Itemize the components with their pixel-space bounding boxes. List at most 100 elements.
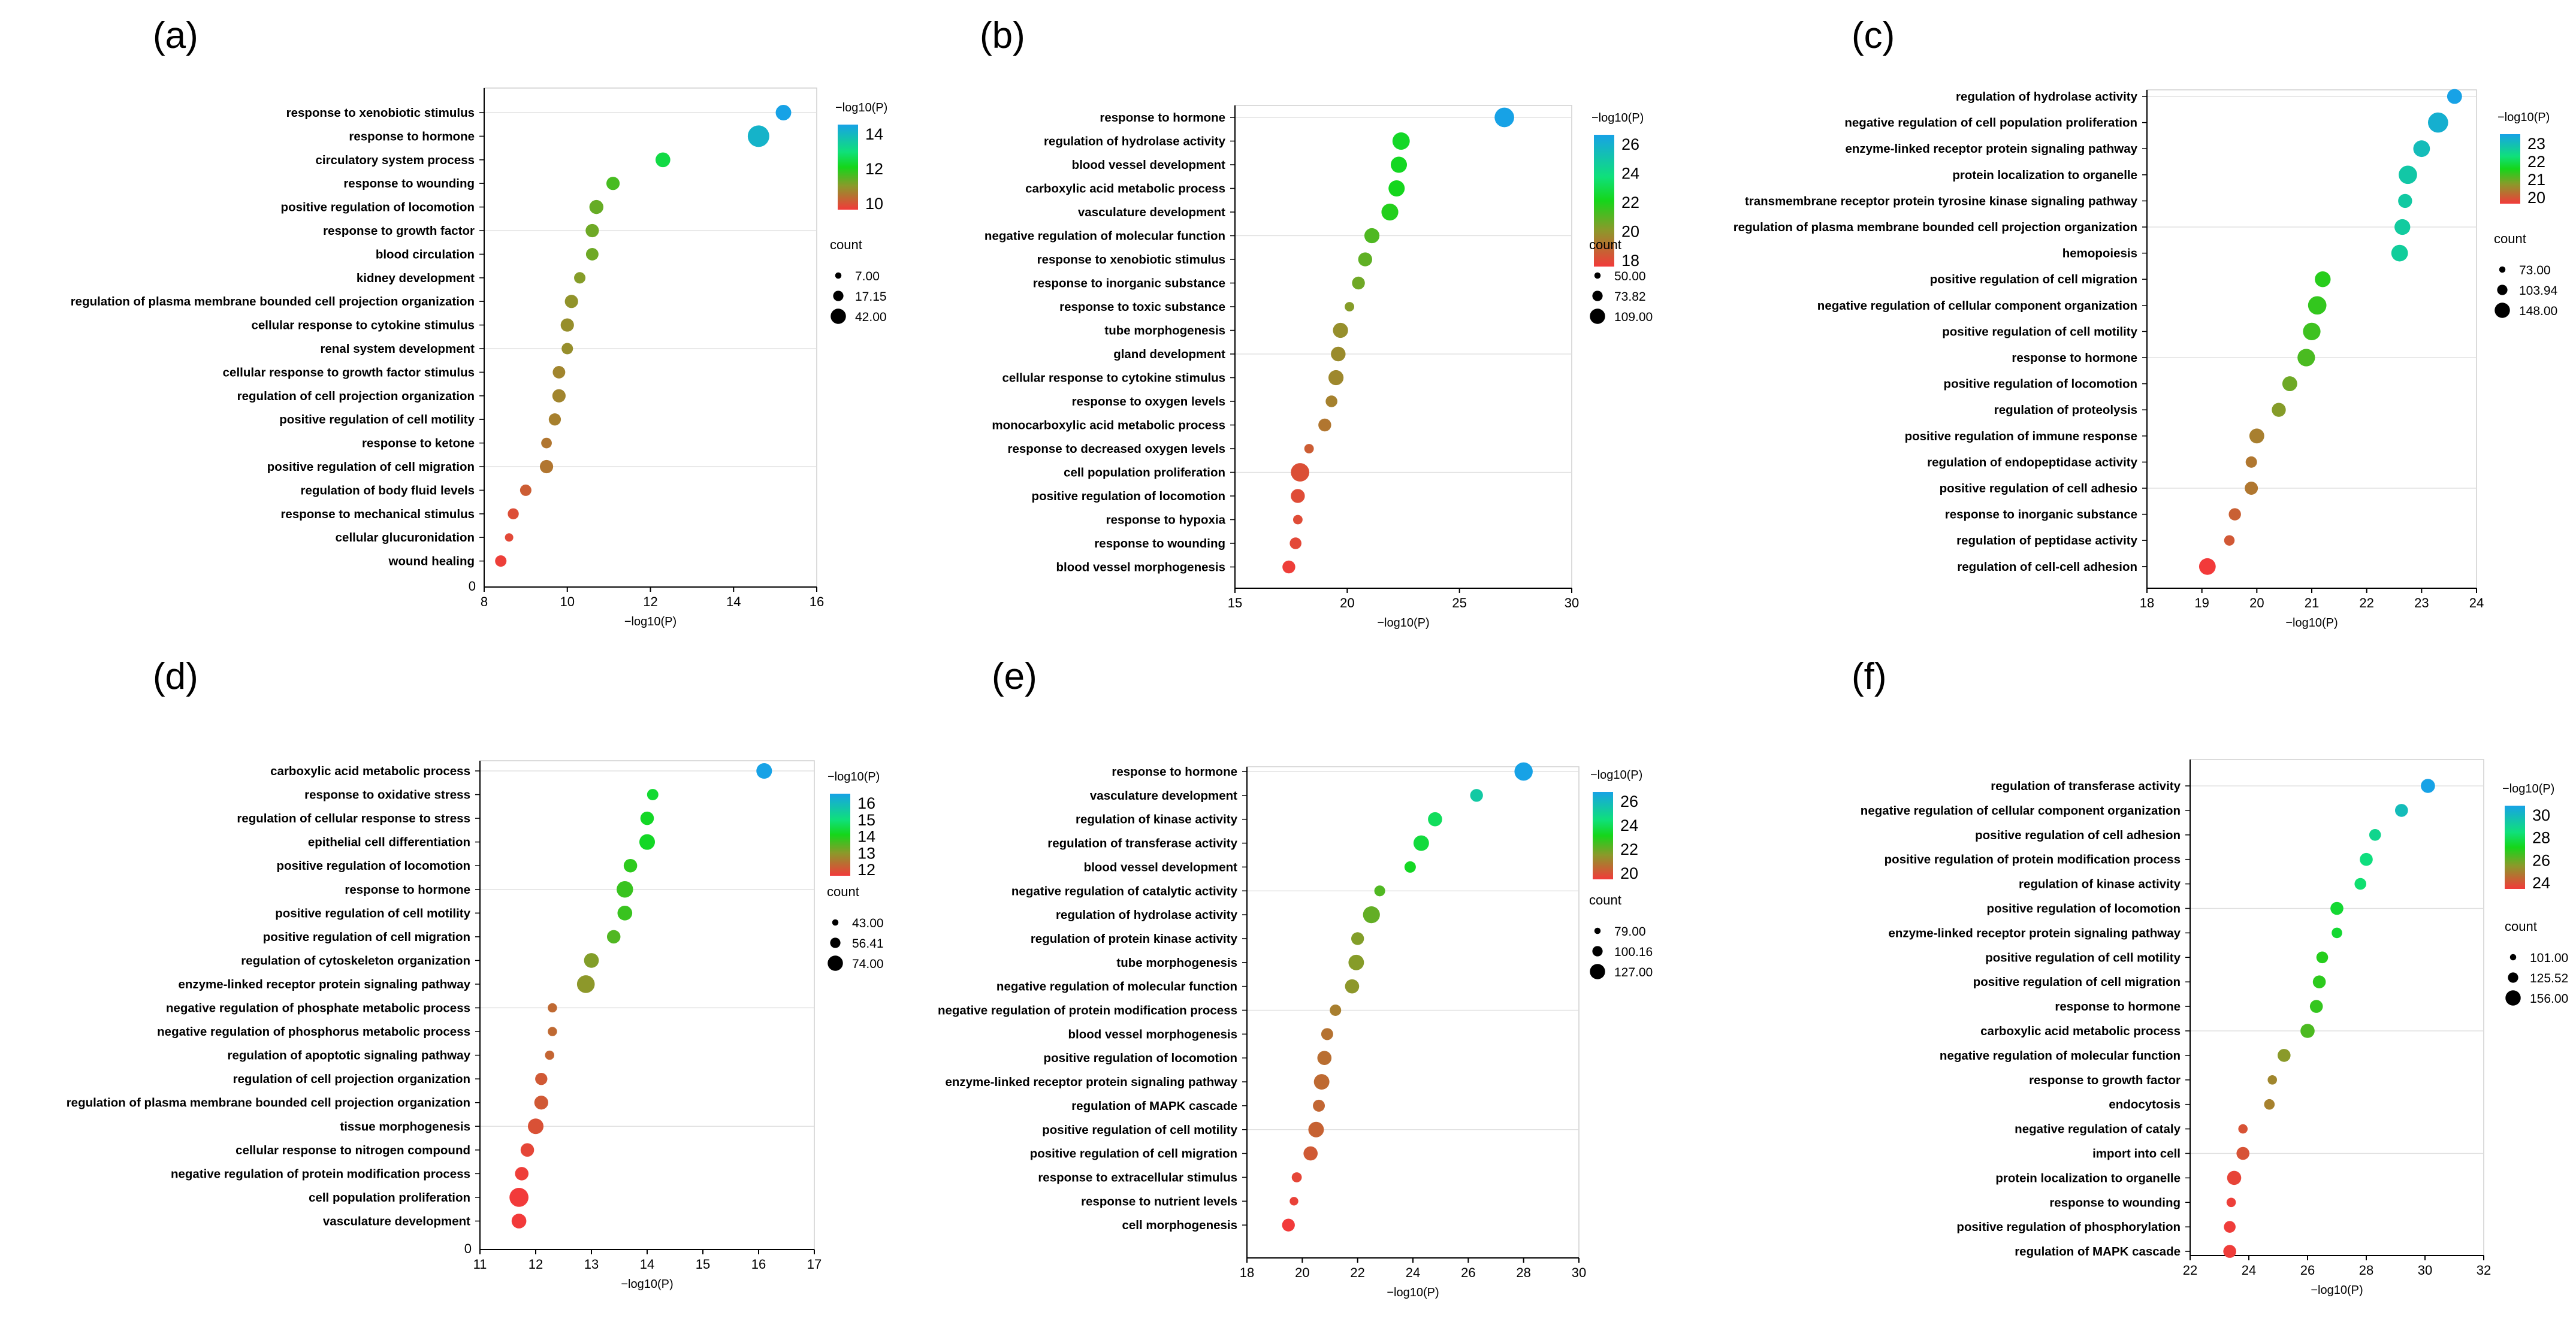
data-point xyxy=(2272,403,2286,417)
term-label: positive regulation of cell migration xyxy=(267,460,475,474)
term-label: epithelial cell differentiation xyxy=(308,836,470,849)
size-legend-label: 148.00 xyxy=(2519,304,2557,318)
panel-letter: (b) xyxy=(980,15,1025,56)
term-label: response to hormone xyxy=(1112,765,1237,779)
term-label: regulation of cell projection organizati… xyxy=(233,1072,470,1086)
x-tick-label: 21 xyxy=(2305,595,2319,610)
size-legend-label: 109.00 xyxy=(1614,310,1653,324)
x-tick-label: 23 xyxy=(2414,595,2429,610)
data-point xyxy=(2394,219,2411,235)
data-point xyxy=(2369,829,2381,841)
term-label: response to mechanical stimulus xyxy=(280,507,475,521)
term-label: monocarboxylic acid metabolic process xyxy=(992,419,1225,432)
y-zero-label: 0 xyxy=(464,1241,472,1256)
size-legend-dot xyxy=(1594,272,1601,279)
data-point xyxy=(1374,885,1385,897)
size-legend-title: count xyxy=(2505,919,2537,934)
data-point xyxy=(589,199,604,214)
data-point xyxy=(1318,418,1331,432)
term-label: regulation of cellular response to stres… xyxy=(237,812,470,825)
term-label: protein localization to organelle xyxy=(1995,1171,2181,1185)
term-label: regulation of kinase activity xyxy=(2019,878,2181,891)
term-label: negative regulation of cellular componen… xyxy=(1861,804,2181,818)
term-label: positive regulation of protein modificat… xyxy=(1885,853,2181,867)
color-legend-bar xyxy=(830,794,850,876)
data-point xyxy=(520,484,531,496)
x-axis-title: −log10(P) xyxy=(1377,616,1429,630)
term-label: positive regulation of cell motility xyxy=(1042,1123,1237,1137)
term-label: response to oxidative stress xyxy=(304,788,470,802)
term-label: response to extracellular stimulus xyxy=(1038,1170,1237,1184)
x-axis-title: −log10(P) xyxy=(2311,1284,2363,1297)
term-label: regulation of plasma membrane bounded ce… xyxy=(67,1096,470,1110)
x-tick-label: 13 xyxy=(584,1257,599,1272)
term-label: positive regulation of cell motility xyxy=(1942,325,2137,338)
term-label: regulation of transferase activity xyxy=(1991,779,2181,793)
term-label: negative regulation of phosphorus metabo… xyxy=(157,1025,470,1039)
term-label: transmembrane receptor protein tyrosine … xyxy=(1745,194,2138,208)
data-point xyxy=(548,1003,557,1013)
panel-letter: (c) xyxy=(1852,15,1895,56)
term-label: wound healing xyxy=(388,555,475,568)
term-label: positive regulation of locomotion xyxy=(1044,1051,1237,1065)
data-point xyxy=(2303,322,2321,341)
term-label: cellular response to nitrogen compound xyxy=(235,1144,470,1157)
data-point xyxy=(564,295,578,308)
term-label: negative regulation of protein modificat… xyxy=(938,1004,1237,1018)
term-label: regulation of cytoskeleton organization xyxy=(241,954,470,967)
color-legend-bar xyxy=(2500,134,2520,204)
size-legend-label: 100.16 xyxy=(1614,945,1653,959)
data-point xyxy=(2223,1245,2236,1258)
term-label: regulation of hydrolase activity xyxy=(1056,908,1238,922)
data-point xyxy=(647,789,659,801)
term-label: response to hormone xyxy=(1100,111,1225,125)
data-point xyxy=(1303,1146,1318,1161)
size-legend-label: 43.00 xyxy=(852,916,884,930)
term-label: renal system development xyxy=(321,342,475,356)
term-label: regulation of endopeptidase activity xyxy=(1927,455,2137,469)
size-legend-label: 42.00 xyxy=(855,310,887,324)
data-point xyxy=(2447,89,2462,104)
data-point xyxy=(1291,489,1305,503)
term-label: response to growth factor xyxy=(323,224,475,238)
data-point xyxy=(2245,456,2257,468)
color-legend-title: −log10(P) xyxy=(835,101,887,114)
size-legend-dot xyxy=(1594,927,1601,934)
x-tick-label: 18 xyxy=(2140,595,2154,610)
data-point xyxy=(2227,1170,2242,1185)
term-label: regulation of MAPK cascade xyxy=(1071,1099,1237,1113)
panel-letter: (d) xyxy=(153,656,198,697)
x-tick-label: 30 xyxy=(1572,1265,1586,1280)
color-legend-title: −log10(P) xyxy=(1591,111,1644,125)
size-legend-dot xyxy=(2495,302,2510,318)
term-label: vasculature development xyxy=(1090,789,1237,803)
data-point xyxy=(1428,812,1442,827)
term-label: cellular response to growth factor stimu… xyxy=(223,365,475,379)
term-label: response to wounding xyxy=(1094,537,1225,550)
term-label: gland development xyxy=(1113,347,1225,361)
color-legend-tick: 24 xyxy=(1620,816,1638,834)
data-point xyxy=(2249,428,2264,444)
data-point xyxy=(1514,762,1533,781)
data-point xyxy=(2399,165,2417,184)
x-tick-label: 17 xyxy=(807,1257,822,1272)
panel-a: (a) 8 10 12 14 16 0 −log10(P) response to xenobi… xyxy=(71,15,888,628)
y-zero-label: 0 xyxy=(469,579,476,594)
term-label: positive regulation of locomotion xyxy=(1987,902,2181,916)
data-point xyxy=(2428,112,2448,133)
term-label: response to wounding xyxy=(343,177,475,190)
size-legend-dot xyxy=(2499,266,2506,273)
data-point xyxy=(552,389,566,403)
term-label: tube morphogenesis xyxy=(1116,956,1237,970)
data-point xyxy=(1470,789,1483,802)
term-label: regulation of MAPK cascade xyxy=(2015,1245,2181,1259)
term-label: regulation of body fluid levels xyxy=(301,483,475,497)
term-label: cellular glucuronidation xyxy=(336,531,475,544)
data-point xyxy=(2360,852,2373,866)
data-point xyxy=(505,533,514,542)
size-legend-dot xyxy=(1592,291,1603,301)
size-legend-title: count xyxy=(2494,231,2526,246)
term-label: regulation of hydrolase activity xyxy=(1044,135,1226,149)
color-legend-tick: 12 xyxy=(857,861,875,879)
term-label: carboxylic acid metabolic process xyxy=(270,764,470,778)
